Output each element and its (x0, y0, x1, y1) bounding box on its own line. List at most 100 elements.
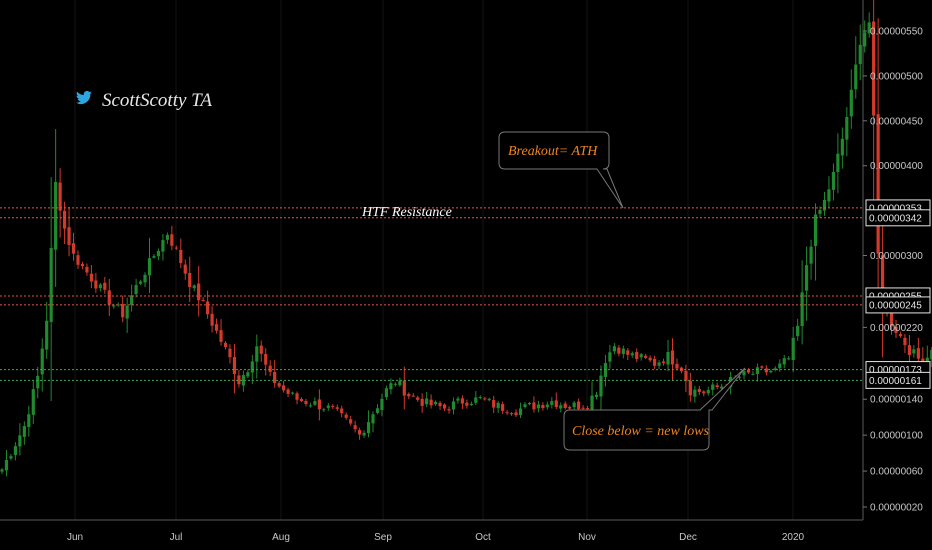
candle (648, 355, 652, 363)
candle (425, 392, 429, 408)
candle (599, 365, 603, 415)
candle (912, 345, 916, 358)
candle (201, 296, 205, 302)
candle (621, 345, 625, 359)
candle (831, 163, 836, 201)
y-tick-label: 0.00000140 (870, 395, 923, 406)
candle (630, 351, 634, 358)
candle (456, 396, 460, 404)
vertical-gridlines (74, 0, 794, 520)
price-level-label: 0.00000245 (865, 296, 931, 314)
candle (152, 253, 156, 259)
candle (138, 279, 143, 286)
candle (518, 402, 523, 419)
candle (545, 401, 549, 410)
breakout-callout: Breakout= ATH (498, 131, 624, 209)
candle (380, 393, 384, 417)
candle (49, 177, 53, 401)
candle (214, 318, 219, 334)
candle (232, 343, 237, 394)
y-tick-label: 0.00000400 (870, 161, 923, 172)
candle (778, 359, 782, 372)
candle (433, 400, 438, 406)
candle (58, 168, 62, 238)
candle (389, 378, 393, 395)
candle (125, 297, 129, 333)
candle (675, 358, 679, 371)
price-level-label: 0.00000161 (865, 371, 931, 389)
candle (299, 397, 304, 402)
candle (559, 402, 563, 413)
candle (657, 360, 661, 370)
close-below-callout: Close below = new lows (563, 367, 746, 451)
candle (536, 400, 540, 413)
candle (858, 24, 862, 81)
candle (827, 176, 831, 208)
candle (322, 407, 326, 412)
candle (791, 326, 795, 373)
candle (206, 290, 210, 319)
candle (813, 203, 818, 281)
candle (541, 402, 545, 411)
x-tick-dec: Dec (679, 532, 697, 543)
candle (358, 427, 362, 440)
candle (898, 331, 903, 338)
candle (755, 363, 760, 382)
candle (13, 442, 18, 461)
candle (197, 265, 201, 317)
candle (45, 301, 49, 360)
candle (165, 232, 169, 244)
candle (644, 353, 648, 360)
x-tick-oct: Oct (475, 532, 491, 543)
y-tick-label: 0.00000100 (870, 431, 923, 442)
candle (715, 382, 719, 390)
x-tick-aug: Aug (272, 532, 290, 543)
candles (0, 0, 932, 477)
candle (608, 344, 612, 369)
candle (483, 396, 487, 401)
time-axis: Jun Jul Aug Sep Oct Nov Dec 2020 (67, 532, 805, 543)
candle (800, 260, 804, 345)
twitter-bird-icon (76, 90, 92, 105)
candle (876, 18, 880, 305)
candle (764, 365, 768, 376)
candle (845, 107, 849, 157)
watermark: ScottScotty TA (76, 90, 212, 111)
candle (509, 412, 514, 416)
candle (594, 391, 599, 400)
candle (130, 284, 134, 312)
candle (192, 284, 196, 292)
y-tick-label: 0.00000550 (870, 27, 923, 38)
svg-text:0.00000342: 0.00000342 (869, 213, 922, 224)
candle (241, 370, 245, 392)
candle (366, 410, 371, 438)
candle (0, 468, 4, 475)
candle (822, 191, 827, 216)
candle (773, 366, 777, 372)
candle (639, 352, 643, 361)
candle (849, 69, 853, 129)
candle (465, 399, 469, 409)
svg-text:0.00000245: 0.00000245 (869, 300, 922, 311)
candle (9, 453, 13, 461)
candle (286, 387, 290, 398)
watermark-text: ScottScotty TA (102, 90, 212, 111)
candle (626, 348, 630, 361)
candle (469, 401, 473, 406)
y-tick-label: 0.00000060 (870, 467, 923, 478)
candle (894, 320, 898, 339)
candle (661, 358, 666, 366)
candle (617, 345, 621, 357)
candle (612, 343, 616, 355)
candle (697, 385, 701, 396)
candle (474, 391, 478, 405)
candle (54, 128, 58, 288)
candle (89, 264, 93, 289)
candle (36, 366, 40, 399)
candle (174, 245, 178, 251)
candle (702, 390, 706, 397)
candle (18, 423, 22, 456)
candle (255, 334, 259, 379)
breakout-label: Breakout= ATH (508, 144, 598, 159)
x-tick-nov: Nov (578, 532, 596, 543)
